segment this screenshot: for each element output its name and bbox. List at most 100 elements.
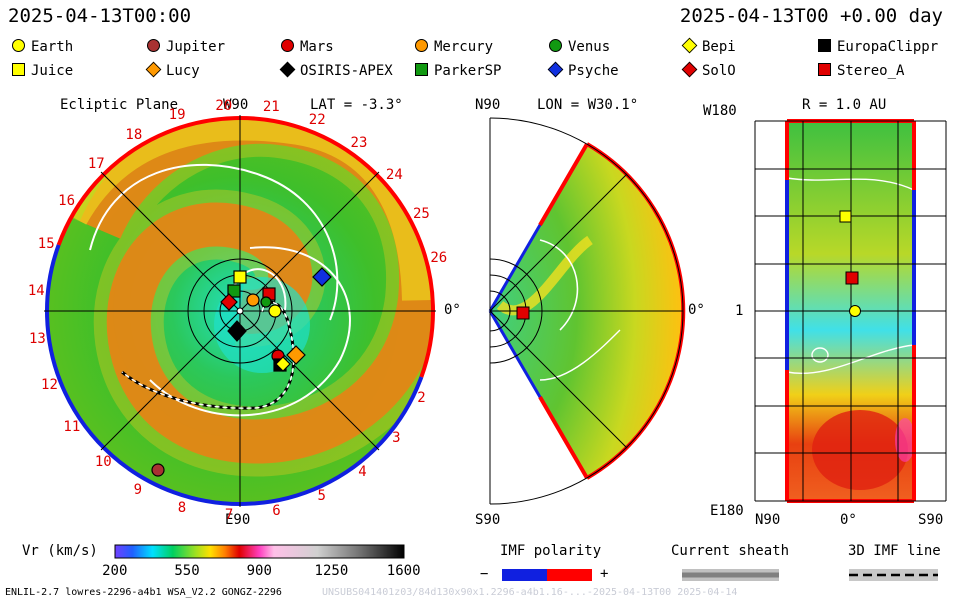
parker-marker: [227, 284, 241, 298]
legend-square-icon: [818, 39, 831, 52]
ecliptic-w90: W90: [223, 97, 249, 113]
legend-diamond-icon: [547, 61, 564, 78]
legend-label: Jupiter: [166, 39, 226, 55]
legend-item-juice: Juice: [12, 63, 73, 79]
current-sheath-swatch: [682, 569, 779, 581]
ecliptic-zero: 0°: [444, 302, 461, 318]
carrington-label: 4: [358, 463, 367, 480]
stereo-a-radial-marker: [845, 271, 859, 285]
imf-minus-label: −: [480, 566, 489, 582]
colorbar-tick-label: 1250: [314, 563, 349, 579]
carrington-label: 14: [27, 282, 45, 299]
legend-label: OSIRIS-APEX: [300, 63, 393, 79]
legend-item-psyche: Psyche: [547, 61, 619, 79]
meridional-lon: LON = W30.1°: [537, 97, 639, 113]
mercury-marker: [246, 293, 260, 307]
legend-label: Lucy: [166, 63, 200, 79]
carrington-label: 22: [308, 111, 326, 128]
jupiter-marker: [151, 463, 165, 477]
carrington-label: 5: [317, 488, 326, 505]
legend-label: Earth: [31, 39, 74, 55]
osiris-marker: [227, 320, 247, 342]
legend-circle-icon: [415, 39, 428, 52]
legend-circle-icon: [549, 39, 562, 52]
carrington-label: 19: [168, 107, 186, 124]
carrington-label: 26: [430, 250, 448, 267]
earth-radial-marker: [849, 305, 861, 317]
carrington-label: 9: [133, 481, 143, 498]
legend-item-osiris-apex: OSIRIS-APEX: [279, 61, 393, 79]
carrington-label: 25: [413, 205, 430, 222]
footer-left: ENLIL-2.7 lowres-2296-a4b1 WSA_V2.2 GONG…: [5, 587, 282, 598]
legend-square-icon: [12, 63, 25, 76]
radial-n90: N90: [755, 512, 781, 528]
legend-item-stereo-a: Stereo_A: [818, 63, 904, 79]
colorbar-tick-label: 900: [246, 563, 272, 579]
colorbar-tick-label: 550: [174, 563, 200, 579]
legend-circle-icon: [281, 39, 294, 52]
legend-item-solo: SolO: [681, 61, 736, 79]
footer-right: UNSUBS041401z03/84d130x90x1.2296-a4b1.16…: [322, 587, 738, 598]
legend-diamond-icon: [145, 61, 162, 78]
carrington-label: 3: [392, 430, 401, 447]
legend-label: Mars: [300, 39, 334, 55]
imf-line-swatch: [849, 569, 938, 581]
carrington-label: 13: [28, 330, 46, 347]
solo-marker: [220, 293, 238, 311]
bepi-marker: [275, 356, 291, 372]
meridional-panel: [488, 117, 686, 505]
imf-line-title: 3D IMF line: [848, 543, 941, 559]
stereo-a-meridional-marker: [516, 306, 530, 320]
legend-item-europaclippr: EuropaClippr: [818, 39, 938, 55]
header-date-right: 2025-04-13T00 +0.00 day: [679, 5, 943, 27]
imf-polarity-title: IMF polarity: [500, 543, 602, 559]
ecliptic-title: Ecliptic Plane: [60, 97, 179, 113]
carrington-label: 12: [41, 376, 58, 393]
legend-label: ParkerSP: [434, 63, 502, 79]
current-sheath-title: Current sheath: [671, 543, 790, 559]
juice-marker: [233, 270, 247, 284]
legend-label: Stereo_A: [837, 63, 905, 79]
legend-item-mars: Mars: [281, 39, 334, 55]
radial-w180: W180: [703, 103, 737, 119]
colorbar-tick-label: 200: [102, 563, 128, 579]
carrington-label: 6: [272, 503, 281, 519]
earth-marker: [268, 304, 282, 318]
legend-circle-icon: [147, 39, 160, 52]
legend-item-bepi: Bepi: [681, 37, 736, 55]
legend-item-parkersp: ParkerSP: [415, 63, 501, 79]
legend-label: Mercury: [434, 39, 494, 55]
legend-label: Psyche: [568, 63, 619, 79]
legend-circle-icon: [12, 39, 25, 52]
carrington-label: 24: [385, 166, 403, 183]
meridional-zero: 0°: [688, 302, 705, 318]
radial-map-panel: [754, 119, 947, 503]
meridional-s90: S90: [475, 512, 501, 528]
carrington-label: 20: [215, 97, 233, 114]
legend-item-mercury: Mercury: [415, 39, 493, 55]
carrington-label: 23: [350, 134, 368, 151]
imf-polarity-bar: [502, 569, 592, 581]
carrington-label: 10: [94, 454, 112, 471]
legend-diamond-icon: [681, 37, 698, 54]
colorbar-tick-label: 1600: [386, 563, 421, 579]
psyche-marker: [312, 267, 332, 287]
legend-label: Juice: [31, 63, 74, 79]
juice-radial-marker: [839, 210, 852, 223]
legend-square-icon: [818, 63, 831, 76]
legend-diamond-icon: [279, 61, 296, 78]
ecliptic-lat: LAT = -3.3°: [310, 97, 403, 113]
imf-plus-label: +: [600, 566, 609, 582]
legend-item-jupiter: Jupiter: [147, 39, 225, 55]
legend-label: SolO: [702, 63, 736, 79]
carrington-label: 2: [417, 389, 426, 406]
legend-item-venus: Venus: [549, 39, 610, 55]
header-date-left: 2025-04-13T00:00: [8, 5, 192, 27]
radial-s90: S90: [918, 512, 944, 528]
legend-square-icon: [415, 63, 428, 76]
lucy-marker: [286, 345, 306, 365]
carrington-label: 17: [87, 156, 105, 173]
ecliptic-e90: E90: [225, 512, 251, 528]
radial-r: R = 1.0 AU: [802, 97, 887, 113]
